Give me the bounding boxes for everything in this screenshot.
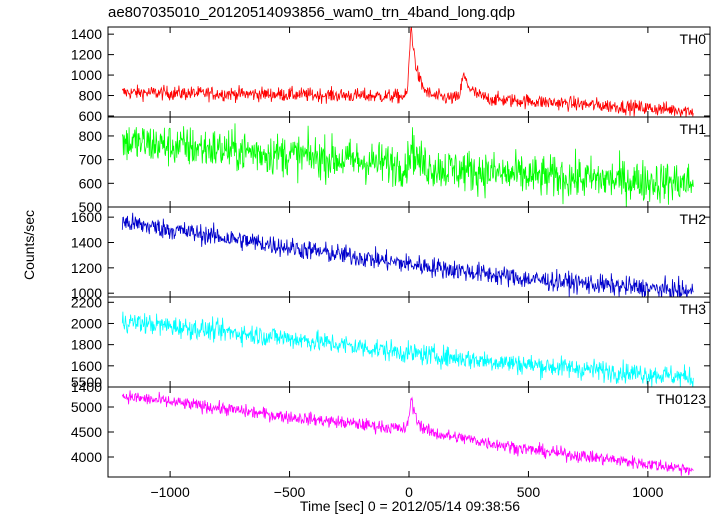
panel-label-th3: TH3: [680, 301, 707, 317]
y-tick-label: 700: [79, 152, 103, 168]
x-axis-label: Time [sec] 0 = 2012/05/14 09:38:56: [299, 498, 521, 514]
panel-frame-th2: [107, 206, 711, 298]
y-tick-label: 800: [79, 88, 103, 104]
x-tick-label: 0: [405, 484, 413, 500]
series-th1: [121, 123, 694, 207]
y-tick-label: 1000: [71, 67, 102, 83]
y-tick-label: 800: [79, 128, 103, 144]
y-tick-label: 1800: [71, 337, 102, 353]
panel-label-th1: TH1: [680, 121, 707, 137]
series-th2: [121, 212, 694, 297]
series-th0123: [121, 390, 694, 476]
y-tick-label: 1400: [71, 26, 102, 42]
y-tick-label: 2000: [71, 315, 102, 331]
series-th3: [121, 311, 694, 387]
panel-label-th2: TH2: [680, 211, 707, 227]
y-tick-label: 1000: [71, 285, 102, 301]
panel-label-th0123: TH0123: [656, 391, 706, 407]
x-tick-label: −500: [274, 484, 306, 500]
panel-label-th0: TH0: [680, 31, 707, 47]
chart-title: ae807035010_20120514093856_wam0_trn_4ban…: [108, 4, 516, 21]
series-th0: [121, 27, 694, 117]
y-tick-label: 5000: [71, 399, 102, 415]
x-tick-label: 500: [517, 484, 541, 500]
y-tick-label: 600: [79, 175, 103, 191]
y-tick-label: 5500: [71, 374, 102, 390]
y-tick-label: 500: [79, 199, 103, 215]
y-tick-label: 2200: [71, 294, 102, 310]
panel-frame-th0: [107, 26, 711, 118]
y-tick-label: 600: [79, 108, 103, 124]
y-tick-label: 1400: [71, 234, 102, 250]
y-tick-label: 1200: [71, 47, 102, 63]
y-tick-label: 4000: [71, 449, 102, 465]
y-tick-label: 1600: [71, 209, 102, 225]
y-tick-label: 1200: [71, 260, 102, 276]
x-tick-label: 1000: [632, 484, 663, 500]
y-tick-label: 1600: [71, 358, 102, 374]
x-tick-label: −1000: [150, 484, 190, 500]
y-tick-label: 4500: [71, 424, 102, 440]
y-tick-label: 1400: [71, 379, 102, 395]
